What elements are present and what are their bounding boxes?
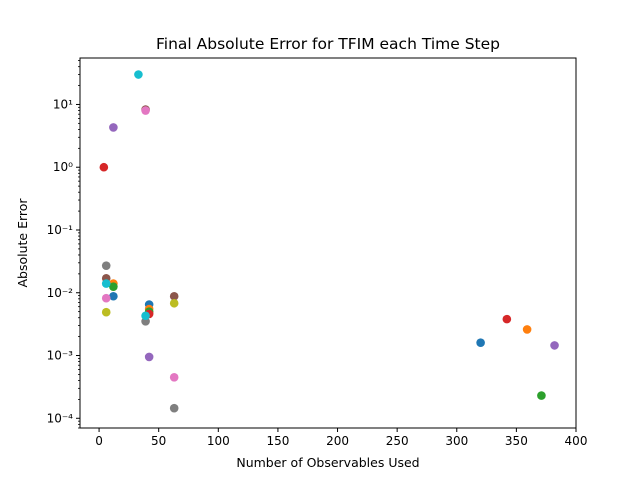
data-point [101,307,111,317]
data-point [101,279,111,288]
data-point [109,291,118,301]
scatter-points [99,70,559,413]
x-axis-ticks: 0 50 100 150 200 250 300 350 400 [95,428,587,448]
data-point [550,341,559,350]
data-point [141,311,150,321]
y-tick-label: 10⁻² [47,286,74,300]
y-tick-label: 10¹ [53,97,73,111]
data-point [169,298,179,308]
x-tick-label: 300 [445,434,468,448]
x-axis-label: Number of Observables Used [236,455,419,470]
data-point [101,261,111,270]
y-axis-ticks: 10⁻⁴ 10⁻³ 10⁻² 10⁻¹ 10⁰ 10¹ [47,60,80,429]
chart-title: Final Absolute Error for TFIM each Time … [156,35,500,53]
y-tick-label: 10⁻³ [47,349,74,363]
x-tick-label: 50 [151,434,166,448]
y-axis-label: Absolute Error [15,198,30,288]
data-point [476,338,485,348]
data-point [169,372,179,382]
axes-frame [79,57,577,429]
data-point [522,325,532,334]
y-tick-label: 10⁰ [53,160,73,174]
data-point [134,70,143,79]
x-tick-label: 350 [505,434,528,448]
data-point [502,314,512,324]
y-tick-label: 10⁻¹ [47,223,74,237]
x-tick-label: 200 [326,434,349,448]
y-tick-label: 10⁻⁴ [47,411,74,425]
data-point [101,293,111,303]
data-point [169,403,179,413]
x-tick-label: 0 [95,434,103,448]
data-point [141,106,150,115]
x-tick-label: 250 [386,434,409,448]
plot-area [79,57,577,429]
x-tick-label: 400 [565,434,588,448]
data-point [109,282,118,291]
data-point [144,352,154,362]
data-point [99,162,109,172]
data-point [109,123,118,132]
x-tick-label: 100 [207,434,230,448]
x-tick-label: 150 [266,434,289,448]
data-point [537,391,546,400]
data-point [169,291,179,301]
